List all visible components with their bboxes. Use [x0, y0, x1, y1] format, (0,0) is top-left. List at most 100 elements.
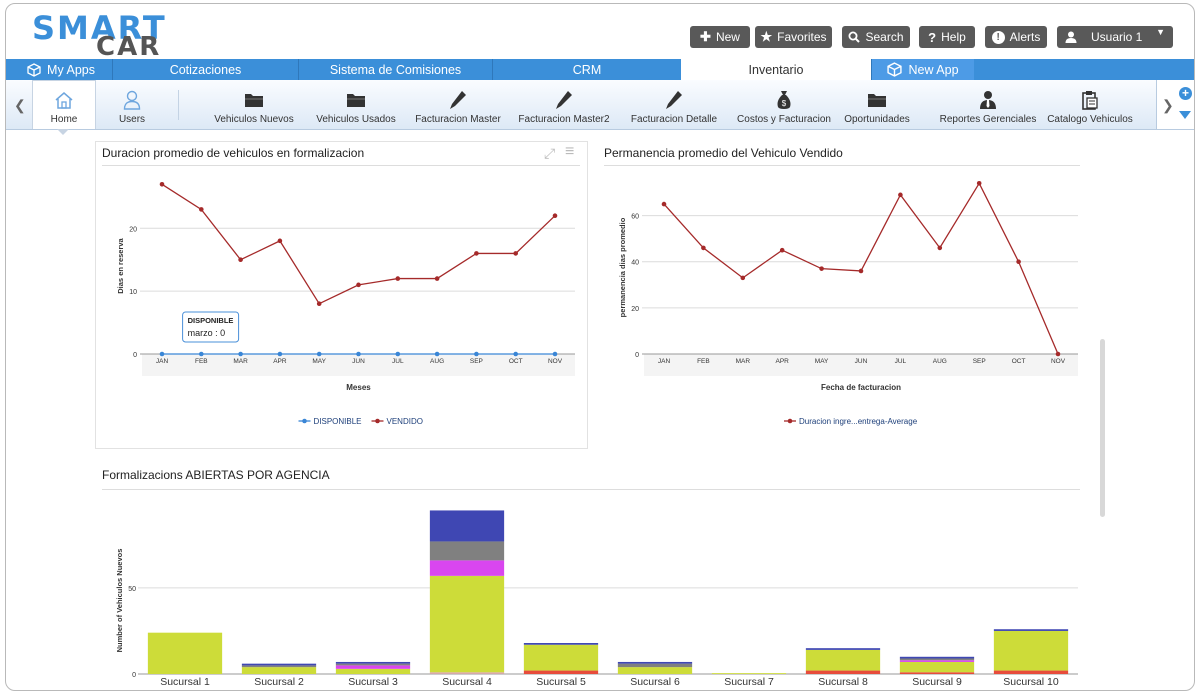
app-oportunidades-label: Oportunidades: [844, 114, 910, 125]
chart1-data-point: [199, 351, 204, 357]
app-facturacion-detalle[interactable]: Facturacion Detalle: [614, 80, 734, 129]
chart3-divider: [102, 489, 1080, 490]
chart3-bar-segment: [617, 663, 693, 668]
search-button-label: Search: [865, 30, 904, 44]
chart2-xtick-label: APR: [776, 358, 790, 365]
dropdown-triangle-icon[interactable]: [1179, 111, 1191, 119]
home-icon: [53, 89, 75, 111]
alert-icon: !: [991, 30, 1005, 44]
chart3-svg: 0 50 Sucursal 1 Sucursal 2 Sucursal 3 Sucursa…: [115, 510, 1078, 688]
app-home[interactable]: Home: [32, 80, 96, 129]
app-oportunidades[interactable]: Oportunidades: [826, 80, 928, 129]
scroll-left-icon[interactable]: ❮: [14, 97, 26, 113]
chart3-bar-segment: [147, 632, 223, 674]
pen-icon: [447, 89, 469, 111]
favorites-button[interactable]: ★ Favorites: [755, 26, 832, 48]
tab-inventario[interactable]: Inventario: [681, 59, 871, 80]
chart3-ytick-label: 0: [132, 672, 136, 679]
chart3-bar-segment: [335, 665, 411, 669]
chart3-bar-segment: [335, 663, 411, 666]
manager-icon: [977, 89, 999, 111]
alerts-button[interactable]: ! Alerts: [985, 26, 1047, 48]
chart2-divider: [604, 165, 1080, 166]
folder-icon: [866, 89, 888, 111]
tab-my-apps[interactable]: My Apps: [11, 59, 111, 80]
chart1-xtick-label: SEP: [470, 358, 483, 365]
chart3-bar-segment: [335, 668, 411, 674]
tab-my-apps-label: My Apps: [47, 62, 95, 77]
search-button[interactable]: Search: [842, 26, 910, 48]
caret-down-icon: ▼: [1156, 27, 1165, 37]
chart1-xtick-label: FEB: [195, 358, 208, 365]
chart2-xtick-label: JAN: [658, 358, 671, 365]
folder-icon: [243, 89, 265, 111]
chart3-bar-segment: [429, 575, 505, 673]
chart3-bar-segment: [899, 656, 975, 659]
chart3-bar-segment: [429, 510, 505, 542]
app-facturacion-master-label: Facturacion Master: [415, 114, 501, 125]
new-button[interactable]: ✚ New: [690, 26, 750, 48]
app-facturacion-master2[interactable]: Facturacion Master2: [503, 80, 625, 129]
chart2-series-line: [663, 181, 1059, 355]
expand-icon[interactable]: ⤢: [544, 145, 556, 161]
chart1-data-point: [316, 301, 322, 307]
user-menu[interactable]: Usuario 1 ▼: [1057, 26, 1173, 48]
chart2-xtick-label: MAY: [815, 358, 829, 365]
pen-icon: [553, 89, 575, 111]
chart1-data-point: [159, 351, 165, 357]
chart1-xtick-label: AUG: [430, 358, 444, 365]
alerts-button-label: Alerts: [1009, 30, 1041, 44]
chart3-bar-segment: [617, 661, 693, 664]
chart2-xtick-label: FEB: [697, 358, 710, 365]
chart1-data-point: [474, 251, 479, 256]
question-icon: ?: [928, 29, 937, 45]
chart2-data-point: [976, 181, 982, 186]
clipboard-icon: [1079, 89, 1101, 111]
chart2-data-point: [937, 245, 943, 251]
chart1-xtick-label: JUN: [352, 358, 365, 365]
tab-cotizaciones-label: Cotizaciones: [169, 62, 242, 77]
app-reportes-gerenciales-label: Reportes Gerenciales: [939, 114, 1037, 125]
chart3-bar-segment: [899, 660, 975, 662]
app-vehiculos-nuevos[interactable]: Vehiculos Nuevos: [198, 80, 310, 129]
chart2-data-point: [661, 201, 667, 207]
tab-sistema-comisiones[interactable]: Sistema de Comisiones: [298, 59, 492, 80]
content-scrollbar[interactable]: [1100, 339, 1105, 517]
chart3-xtick-label: Sucursal 10: [1003, 676, 1059, 688]
chart3-bar-segment: [241, 667, 317, 674]
chart3-bar-segment: [711, 673, 787, 674]
chart1-data-point: [552, 351, 558, 357]
tab-new-app[interactable]: New App: [871, 59, 974, 80]
chart3-bar-segment: [241, 665, 317, 668]
app-vehiculos-usados[interactable]: Vehiculos Usados: [300, 80, 412, 129]
tab-cotizaciones[interactable]: Cotizaciones: [112, 59, 298, 80]
chart1-xtick-label: OCT: [509, 358, 523, 365]
app-costos-facturacion[interactable]: $ Costos y Facturacion: [720, 80, 848, 129]
chart1-data-point: [552, 213, 558, 219]
chart1-data-point: [513, 351, 518, 357]
chart2-ylabel: permanencia dias promedio: [618, 217, 627, 317]
home-pointer: [57, 129, 69, 135]
app-facturacion-master[interactable]: Facturacion Master: [398, 80, 518, 129]
app-facturacion-detalle-label: Facturacion Detalle: [630, 114, 718, 125]
chart2-xlabel: Fecha de facturacion: [821, 383, 901, 392]
cube-icon: [27, 62, 41, 77]
chart1-data-point: [238, 257, 243, 263]
smartcar-logo[interactable]: SMART CAR: [32, 12, 192, 60]
scroll-right-icon[interactable]: ❯: [1162, 97, 1174, 113]
chart3-bar-segment: [523, 643, 599, 645]
chart1-data-point: [199, 207, 204, 212]
chart2-data-point: [779, 247, 785, 253]
add-circle-icon[interactable]: +: [1179, 87, 1192, 100]
app-users[interactable]: Users: [100, 80, 164, 129]
help-button[interactable]: ? Help: [919, 26, 975, 48]
app-reportes-gerenciales[interactable]: Reportes Gerenciales: [924, 80, 1052, 129]
chart1-data-point: [474, 351, 479, 357]
tab-inventario-label: Inventario: [748, 62, 804, 77]
chart3-bar-segment: [899, 658, 975, 661]
tab-crm[interactable]: CRM: [492, 59, 681, 80]
chart1-data-point: [434, 351, 440, 357]
menu-icon[interactable]: ≡: [565, 143, 575, 160]
tab-bar: My Apps Cotizaciones Sistema de Comision…: [6, 59, 1194, 80]
app-catalogo-vehiculos[interactable]: Catalogo Vehiculos: [1040, 80, 1140, 129]
